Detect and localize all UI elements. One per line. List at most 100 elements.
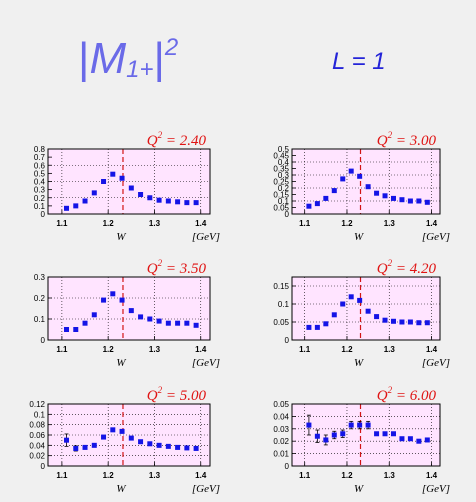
data-point	[331, 312, 337, 318]
data-point	[390, 431, 396, 437]
data-point	[175, 444, 181, 450]
data-point	[399, 436, 405, 442]
y-tick-label: 0.5	[278, 145, 290, 154]
data-point	[73, 445, 79, 451]
plot-panel-2: 00.050.10.150.20.250.30.350.40.450.5 1.1 1…	[273, 130, 450, 243]
x-tick-label: 1.1	[299, 219, 311, 228]
y-tick-label: 0.08	[29, 421, 45, 430]
y-tick-label: 0.2	[278, 184, 290, 193]
y-tick-label: 0.1	[278, 300, 290, 309]
data-point	[365, 308, 371, 314]
data-point	[73, 203, 79, 209]
x-tick-label: 1.3	[149, 219, 161, 228]
data-point	[128, 435, 134, 441]
data-point	[82, 444, 88, 450]
x-tick-label: 1.2	[103, 471, 115, 480]
data-point	[331, 188, 337, 194]
data-point	[73, 327, 79, 332]
data-point	[184, 320, 190, 326]
plot-frame	[47, 276, 211, 341]
data-point	[184, 200, 190, 206]
data-point	[323, 437, 329, 443]
x-tick-label: 1.4	[195, 219, 207, 228]
multipole-symbol: M	[89, 34, 127, 83]
x-tick-label: 1.1	[299, 471, 311, 480]
data-point	[128, 185, 134, 191]
x-axis-unit: [GeV]	[192, 483, 220, 495]
data-point	[348, 294, 354, 300]
y-tick-label: 0.1	[278, 197, 290, 206]
x-tick-label: 1.2	[341, 219, 353, 228]
x-tick-label: 1.2	[103, 219, 115, 228]
plot-panel-1: 00.10.20.30.40.50.60.70.8 1.1 1.2 1.3 1.4 W [G…	[34, 130, 220, 243]
x-axis-unit: [GeV]	[422, 483, 450, 495]
y-tick-label: 0.3	[278, 171, 290, 180]
x-tick-label: 1.3	[384, 345, 396, 354]
data-point	[110, 291, 116, 297]
abs-bar-right: |	[153, 34, 165, 83]
x-tick-label: 1.4	[426, 471, 438, 480]
y-tick-label: 0.5	[34, 169, 46, 178]
data-point	[424, 320, 430, 326]
data-point	[119, 428, 125, 434]
y-tick-label: 0.8	[34, 145, 46, 154]
y-tick-label: 0	[285, 462, 290, 471]
y-tick-label: 0.05	[273, 318, 289, 327]
angular-momentum-label: L = 1	[332, 48, 386, 75]
x-tick-label: 1.1	[56, 471, 68, 480]
data-point	[156, 442, 162, 448]
y-tick-label: 0.1	[34, 315, 46, 324]
x-tick-label: 1.2	[341, 345, 353, 354]
x-tick-label: 1.4	[426, 345, 438, 354]
x-tick-label: 1.4	[195, 471, 207, 480]
data-point	[382, 431, 388, 437]
data-point	[407, 319, 413, 325]
data-point	[357, 422, 363, 428]
data-point	[424, 437, 430, 443]
data-point	[165, 320, 171, 326]
x-tick-label: 1.4	[195, 345, 207, 354]
data-point	[101, 434, 107, 440]
multipole-power: 2	[164, 34, 179, 61]
y-tick-label: 0.04	[273, 412, 289, 421]
data-point	[340, 301, 346, 307]
x-axis-unit: [GeV]	[422, 231, 450, 243]
y-tick-label: 0.02	[273, 437, 289, 446]
y-tick-label: 0	[41, 462, 46, 471]
data-point	[390, 318, 396, 324]
data-point	[110, 427, 116, 433]
plot-panel-6: 0 0.01 0.02 0.03 0.04 0.05 1.1 1.2 1.3 1.4 W [GeV] Q…	[273, 385, 450, 495]
x-tick-label: 1.3	[384, 471, 396, 480]
data-point	[156, 197, 162, 203]
data-point	[357, 173, 363, 179]
y-tick-label: 0.3	[34, 273, 46, 282]
abs-bar-left: |	[78, 34, 90, 83]
y-tick-label: 0.2	[34, 294, 46, 303]
y-tick-label: 0.3	[34, 186, 46, 195]
q2-label: Q2 = 6.00	[377, 385, 437, 404]
data-point	[64, 327, 70, 332]
data-point	[416, 320, 422, 326]
q2-label: Q2 = 4.20	[377, 258, 437, 277]
x-tick-label: 1.1	[56, 345, 68, 354]
x-tick-label: 1.3	[149, 471, 161, 480]
data-point	[306, 324, 312, 330]
data-point	[138, 439, 144, 445]
data-point	[323, 195, 329, 201]
data-point	[138, 192, 144, 197]
data-point	[138, 314, 144, 320]
data-point	[101, 297, 107, 303]
data-point	[64, 205, 70, 211]
data-point	[407, 436, 413, 442]
q2-label: Q2 = 3.00	[377, 130, 437, 149]
data-point	[147, 195, 153, 201]
y-tick-label: 0	[285, 210, 290, 219]
data-point	[416, 438, 422, 444]
x-tick-label: 1.2	[103, 345, 115, 354]
data-point	[165, 198, 171, 204]
data-point	[374, 190, 380, 196]
y-tick-label: 0.05	[273, 204, 289, 213]
plot-panel-3: 0 0.1 0.2 0.3 1.1 1.2 1.3 1.4 W [GeV] Q2 = 3.50	[34, 258, 220, 369]
data-point	[348, 422, 354, 428]
data-point	[147, 316, 153, 322]
